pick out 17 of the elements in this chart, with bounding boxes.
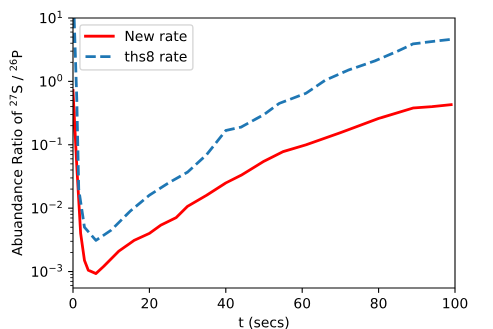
y-axis-title: Abuandance Ratio of $^{27}$S / $^{26}$P [10, 50, 24, 256]
line-series [73, 89, 453, 275]
y-tick-label: 10$^{−1}$ [32, 138, 62, 150]
x-tick-label: 40 [218, 298, 234, 308]
y-tick-label: 10$^{−2}$ [32, 200, 62, 214]
legend-label: New rate [126, 30, 187, 42]
x-tick-label: 0 [69, 298, 76, 308]
y-tick-label: 10$^{1}$ [40, 10, 62, 24]
x-tick-label: 80 [370, 298, 387, 308]
x-tick-label: 100 [443, 298, 468, 308]
y-tick-label: 10$^{−3}$ [32, 264, 62, 277]
x-tick-label: 60 [294, 298, 310, 308]
line-series [73, 18, 453, 242]
x-axis-title: t (secs) [238, 316, 288, 329]
y-tick-label: 10$^{0}$ [40, 74, 62, 87]
x-tick-label: 20 [142, 298, 158, 308]
legend-label: ths8 rate [124, 50, 187, 62]
